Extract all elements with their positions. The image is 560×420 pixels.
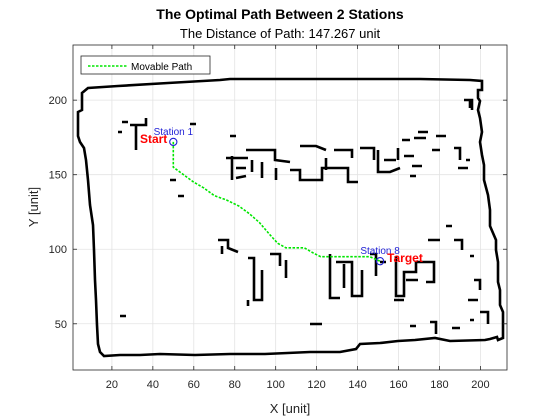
obstacle [258, 148, 291, 180]
x-tick-label: 20 [106, 379, 118, 391]
obstacle [376, 148, 401, 174]
x-tick-label: 140 [348, 379, 366, 391]
plot-area [73, 45, 507, 370]
obstacle [190, 122, 236, 138]
station-marker [375, 257, 385, 266]
x-tick-label: 40 [147, 379, 159, 391]
chart-title: The Optimal Path Between 2 Stations [156, 6, 404, 22]
obstacle [118, 120, 128, 134]
obstacle [394, 278, 418, 302]
x-tick-label: 120 [307, 379, 325, 391]
obstacle [428, 224, 474, 258]
obstacle [130, 118, 148, 150]
obstacle [120, 314, 322, 326]
obstacle [432, 134, 470, 170]
x-tick-label: 80 [229, 379, 241, 391]
x-tick-label: 100 [266, 379, 284, 391]
station-label: Station 8 [360, 246, 400, 257]
obstacle [290, 158, 358, 184]
obstacle [246, 256, 264, 306]
legend-label: Movable Path [131, 62, 192, 73]
axes-box [72, 44, 508, 371]
obstacle [402, 130, 428, 142]
legend-box [80, 55, 211, 75]
axes: 20 40 60 80 100 120 140 160 180 200 50 100 150 200 [49, 44, 508, 391]
obstacle [270, 252, 288, 278]
obstacle [226, 156, 248, 180]
target-label: Target [387, 251, 423, 265]
x-tick-label: 200 [471, 379, 489, 391]
obstacle [370, 252, 386, 276]
obstacle [246, 148, 258, 172]
obstacle [410, 320, 460, 334]
y-tick-label: 200 [49, 95, 67, 107]
station-label: Station 1 [154, 127, 194, 138]
y-tick-label: 100 [49, 244, 67, 256]
station-marker [169, 137, 178, 147]
obstacle [218, 238, 239, 254]
y-axis-label: Y [unit] [26, 187, 41, 227]
obstacle [300, 144, 376, 160]
movable-path-line [172, 141, 381, 262]
obstacle [468, 278, 490, 324]
chart-subtitle: The Distance of Path: 147.267 unit [180, 26, 381, 41]
x-tick-label: 60 [188, 379, 200, 391]
x-tick-label: 160 [389, 379, 407, 391]
map-walls [76, 77, 505, 358]
obstacle [170, 178, 184, 198]
x-axis-label: X [unit] [270, 401, 310, 416]
grid [73, 45, 507, 370]
legend: Movable Path [80, 55, 211, 75]
obstacle [394, 256, 436, 298]
obstacle [464, 98, 474, 110]
x-tick-label: 180 [430, 379, 448, 391]
y-tick-label: 150 [49, 170, 67, 182]
outer-wall [76, 77, 505, 358]
obstacle [404, 154, 422, 178]
obstacle [328, 254, 364, 300]
y-tick-label: 50 [55, 319, 67, 331]
start-label: Start [140, 132, 167, 146]
